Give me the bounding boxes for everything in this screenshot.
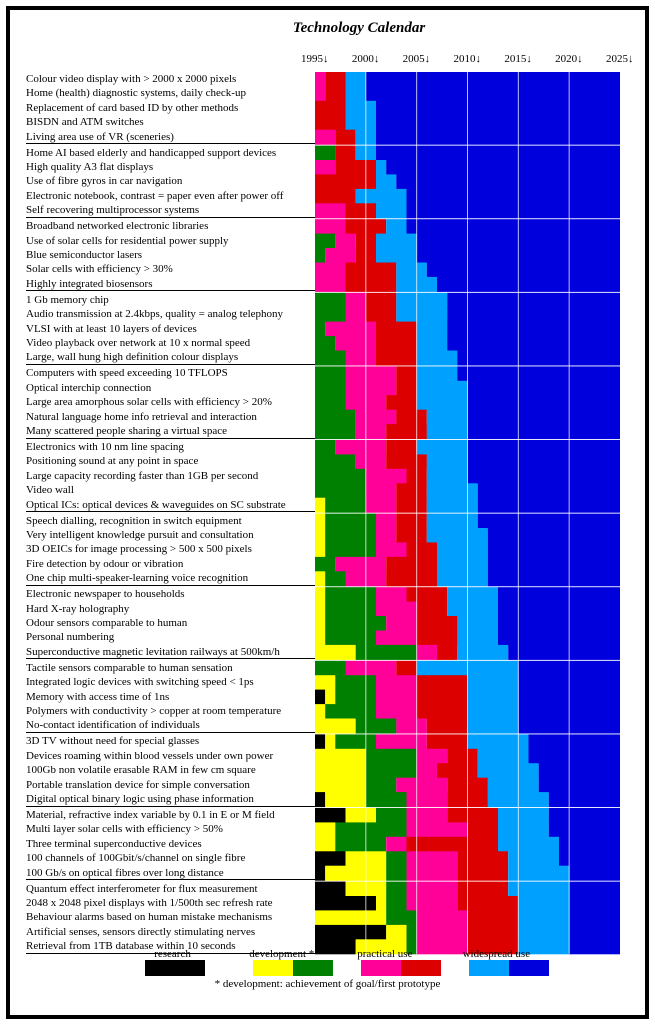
row-label: Devices roaming within blood vessels und… [26,749,274,762]
row-label: 100Gb non volatile erasable RAM in few c… [26,764,256,777]
row-label: Optical ICs: optical devices & waveguide… [26,498,286,511]
row-label: 3D TV without need for special glasses [26,735,200,748]
legend-swatch [145,960,205,976]
row-label: Quantum effect interferometer for flux m… [26,882,258,895]
row-label: Large, wall hung high definition colour … [26,351,239,364]
legend-swatch [253,960,293,976]
chart-title: Technology Calendar [292,20,426,36]
row-label: Video playback over network at 10 x norm… [26,337,251,350]
legend-swatch [469,960,509,976]
group-separator [26,805,315,807]
row-label: Superconductive magnetic levitation rail… [26,645,280,658]
row-label: 100 Gb/s on optical fibres over long dis… [26,866,224,879]
row-label: 2048 x 2048 pixel displays with 1/500th … [26,897,273,910]
row-label: Positioning sound at any point in space [26,455,199,468]
row-label: Speech dialling, recognition in switch e… [26,514,242,527]
row-label: Personal numbering [26,631,115,644]
row-label: Electronic notebook, contrast = paper ev… [26,189,284,202]
row-label: Solar cells with efficiency > 30% [26,263,173,276]
row-label: Replacement of card based ID by other me… [26,101,239,114]
row-label: One chip multi-speaker-learning voice re… [26,572,249,585]
row-label: Memory with access time of 1ns [26,690,170,703]
row-label: Self recovering multiprocessor systems [26,204,200,217]
row-label: Fire detection by odour or vibration [26,557,184,570]
group-separator [26,584,315,586]
row-label: Video wall [26,484,74,497]
legend-swatch [293,960,333,976]
row-label: BISDN and ATM switches [26,116,144,129]
year-tick: 2015↓ [504,53,532,65]
row-label: Behaviour alarms based on human mistake … [26,911,273,924]
group-separator [26,879,315,881]
row-label: Home AI based elderly and handicapped su… [26,146,277,159]
row-label: VLSI with at least 10 layers of devices [26,322,197,335]
row-label: Use of solar cells for residential power… [26,234,229,247]
row-label: Use of fibre gyros in car navigation [26,175,183,188]
group-separator [26,216,315,218]
row-label: Multi layer solar cells with efficiency … [26,823,223,836]
year-tick: 1995↓ [301,53,329,65]
year-tick: 2000↓ [351,53,380,65]
row-label: Many scattered people sharing a virtual … [26,425,227,438]
legend-label: development * [249,948,315,960]
legend-note: * development: achievement of goal/first… [214,978,441,990]
row-label: High quality A3 flat displays [26,161,154,174]
row-label: Artificial senses, sensors directly stim… [26,925,256,938]
row-label: 100 channels of 100Gbit/s/channel on sin… [26,852,246,865]
row-label: Colour video display with > 2000 x 2000 … [26,73,237,85]
year-tick: 2005↓ [402,53,431,65]
row-label: Natural language home info retrieval and… [26,410,257,423]
legend-swatch [509,960,549,976]
row-label: Optical interchip connection [26,381,152,394]
legend-swatch [361,960,401,976]
row-label: Audio transmission at 2.4kbps, quality =… [26,308,284,321]
row-label: Odour sensors comparable to human [26,617,188,630]
year-tick: 2020↓ [555,53,583,65]
row-label: Electronic newspaper to households [26,588,185,601]
row-label: Large area amorphous solar cells with ef… [26,396,272,409]
row-label: Digital optical binary logic using phase… [26,793,254,806]
group-separator [26,731,315,733]
row-label: Portable translation device for simple c… [26,778,250,791]
group-separator [26,437,315,439]
row-label: Electronics with 10 nm line spacing [26,441,184,453]
group-separator [26,290,315,292]
row-label: Computers with speed exceeding 10 TFLOPS [26,367,228,380]
row-label: No-contact identification of individuals [26,719,200,732]
row-label: Very intelligent knowledge pursuit and c… [26,529,254,542]
row-label: Hard X-ray holography [26,602,130,615]
legend-swatch [401,960,441,976]
legend-label: practical use [357,948,413,960]
row-label: Integrated logic devices with switching … [26,676,254,689]
row-label: Large capacity recording faster than 1GB… [26,469,259,482]
row-label: Retrieval from 1TB database within 10 se… [26,940,236,953]
group-separator [26,952,315,954]
row-label: Highly integrated biosensors [26,277,153,290]
group-separator [26,511,315,513]
row-label: Living area use of VR (sceneries) [26,130,174,143]
legend-label: research [154,948,191,960]
row-label: Material, refractive index variable by 0… [26,809,275,821]
row-label: Tactile sensors comparable to human sens… [26,661,233,674]
legend-label: widespread use [462,948,531,960]
group-separator [26,143,315,145]
row-label: 1 Gb memory chip [26,293,109,306]
row-label: Three terminal superconductive devices [26,837,202,850]
year-tick: 2025↓ [606,53,634,65]
row-label: Blue semiconductor lasers [26,249,143,262]
row-label: Home (health) diagnostic systems, daily … [26,87,246,100]
row-label: Broadband networked electronic libraries [26,220,209,233]
row-label: 3D OEICs for image processing > 500 x 50… [26,543,252,556]
group-separator [26,658,315,660]
year-tick: 2010↓ [453,53,482,65]
group-separator [26,363,315,365]
row-label: Polymers with conductivity > copper at r… [26,705,282,718]
